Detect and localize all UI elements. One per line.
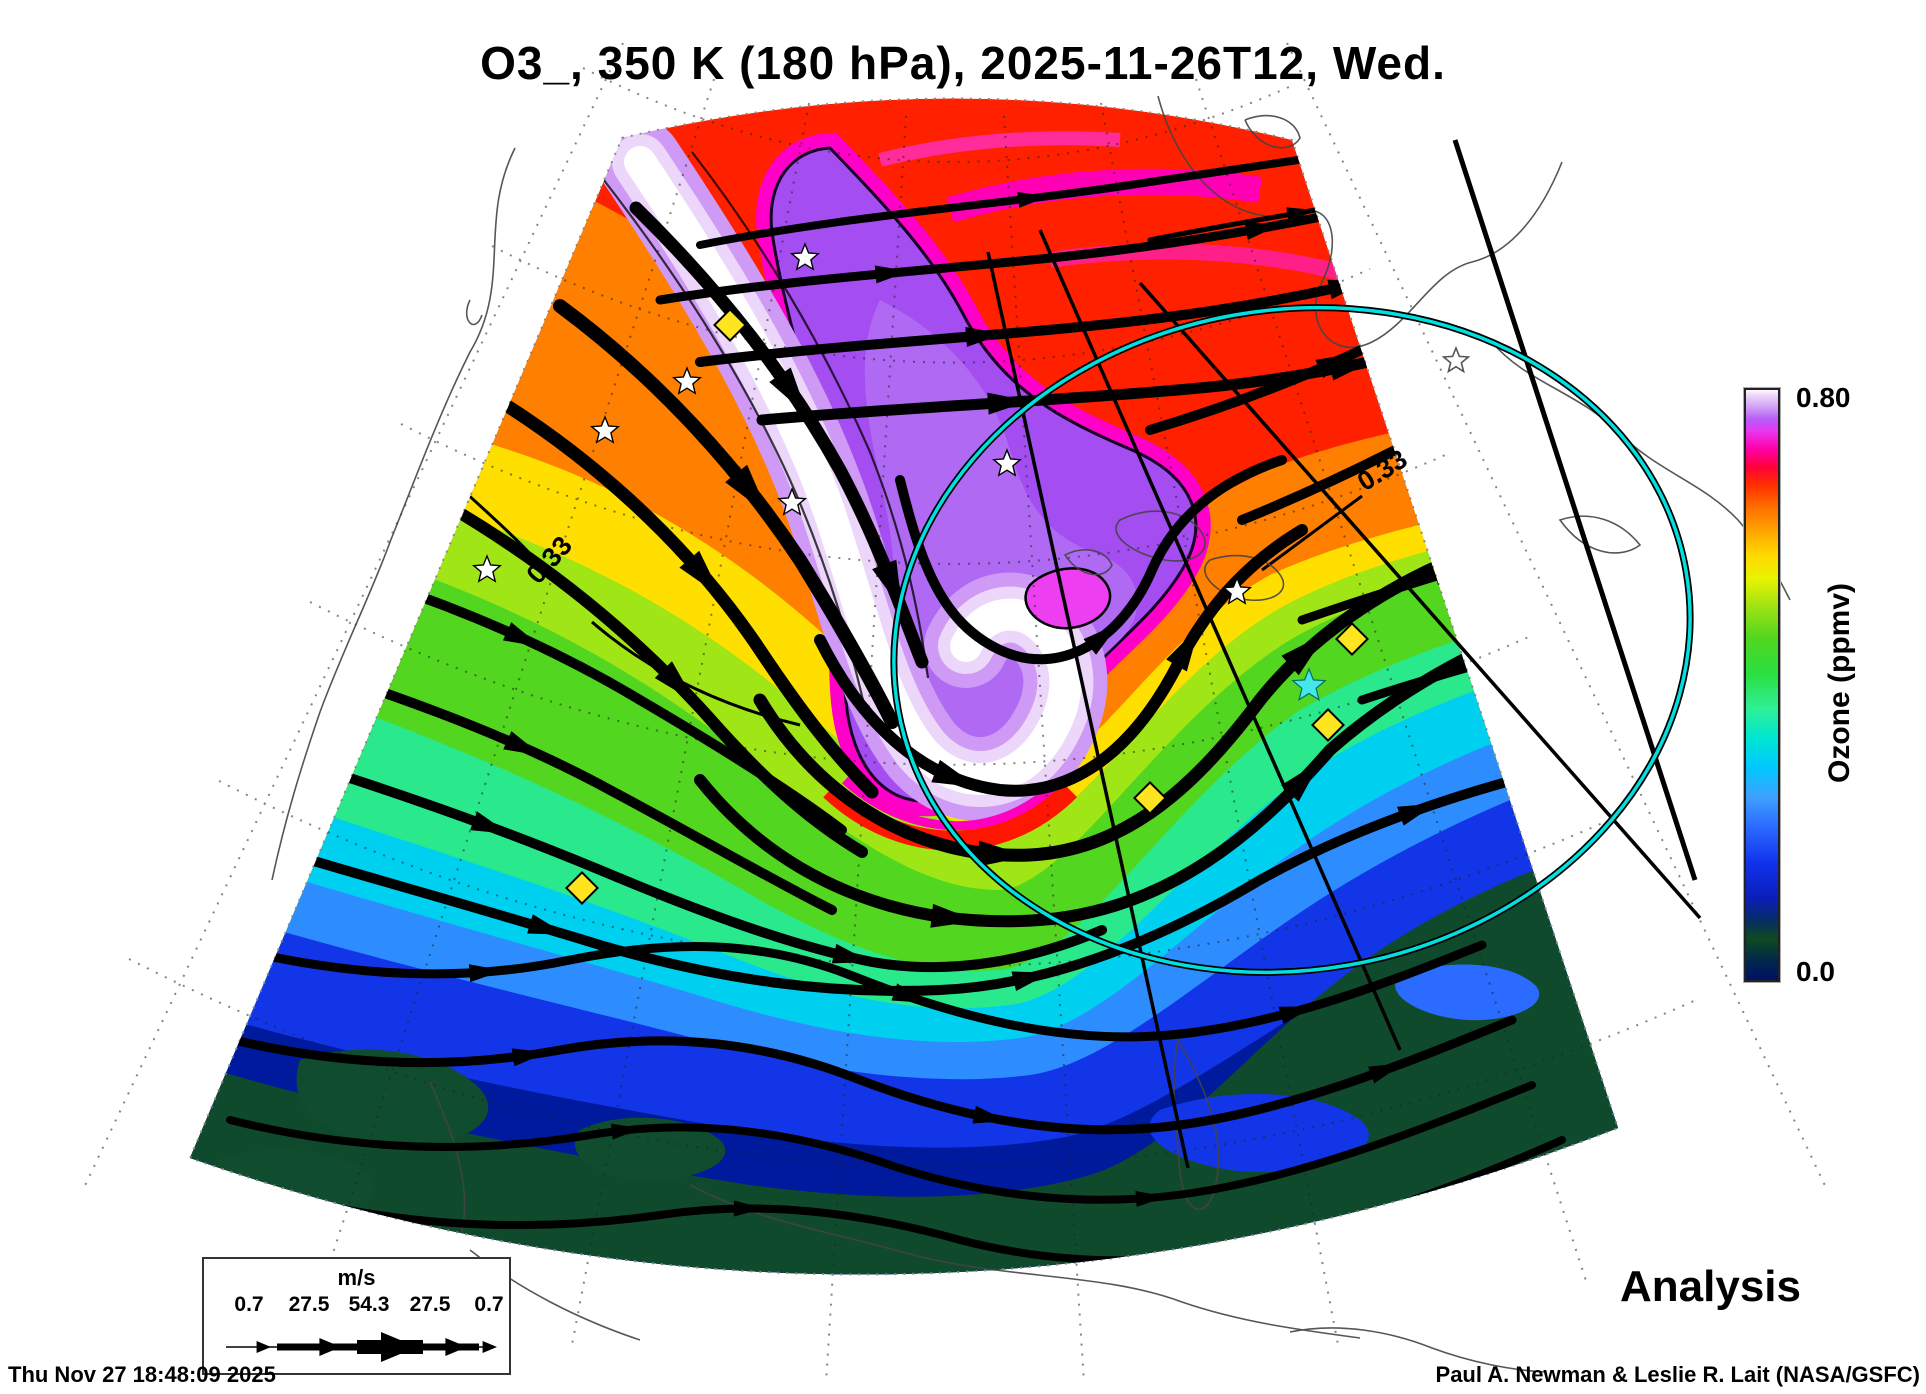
diamond-marker [1311,708,1345,742]
wind-speed-legend: m/s 0.7 27.5 54.3 27.5 0.7 [202,1257,511,1375]
star-marker [671,366,703,395]
wind-legend-tick: 0.7 [474,1293,504,1316]
page-title: O3_, 350 K (180 hPa), 2025-11-26T12, Wed… [480,37,1446,89]
credit-text: Paul A. Newman & Leslie R. Lait (NASA/GS… [1435,1362,1920,1387]
diamond-marker [713,308,747,342]
site-markers-layer [471,242,1471,905]
wind-legend-tick: 54.3 [348,1293,390,1316]
analysis-label: Analysis [1620,1262,1801,1311]
hollow-star-marker [1441,345,1471,374]
colorbar-axis-label: Ozone (ppmv) [1823,583,1856,783]
wind-legend-tick-labels: 0.7 27.5 54.3 27.5 0.7 [204,1293,509,1317]
star-marker [589,415,621,444]
cyan-star-marker [1291,667,1327,702]
star-marker [789,242,821,271]
colorbar: 0.80 0.0 Ozone (ppmv) [1744,382,1926,988]
star-marker [991,448,1023,477]
wind-legend-tick: 27.5 [409,1293,451,1316]
colorbar-gradient [1744,388,1780,982]
wind-arrow-scale-icon [226,1332,497,1362]
wind-legend-unit-label: m/s [337,1265,376,1290]
diamond-marker [1335,622,1369,656]
star-marker [1221,576,1253,605]
colorbar-min-label: 0.0 [1796,956,1835,987]
colorbar-max-label: 0.80 [1796,382,1851,413]
wind-legend-tick: 27.5 [288,1293,330,1316]
diamond-marker [565,871,599,905]
graticule-layer [81,42,1829,1384]
generated-timestamp: Thu Nov 27 18:48:09 2025 [8,1362,276,1387]
star-marker [776,487,808,516]
map-domain-outline [188,97,1620,1276]
wind-legend-tick: 0.7 [234,1293,264,1316]
star-marker [471,554,503,583]
range-circle [890,304,1694,976]
diamond-marker [1133,781,1167,815]
